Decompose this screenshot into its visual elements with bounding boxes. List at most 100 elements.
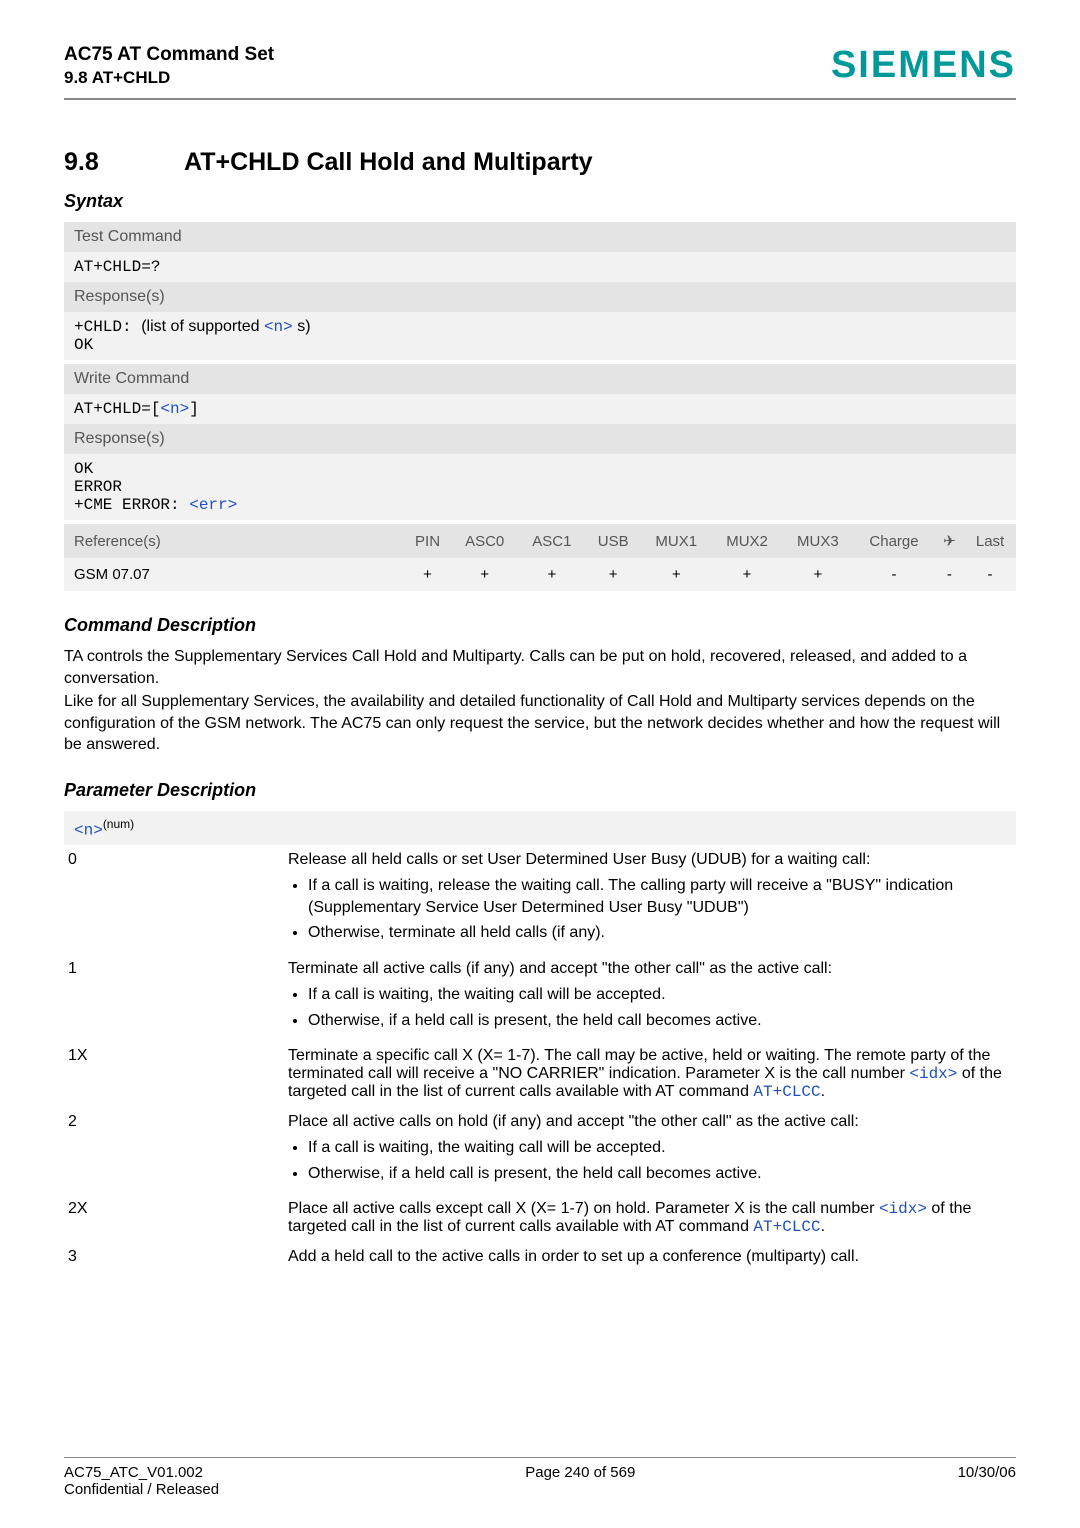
- test-command-header: Test Command: [64, 222, 1016, 252]
- write-resp-ok: OK: [74, 460, 93, 478]
- test-command-label: Test Command: [64, 222, 1016, 252]
- footer-version: AC75_ATC_V01.002: [64, 1464, 203, 1481]
- param-1X-cmd: AT+CLCC: [753, 1083, 820, 1101]
- param-val-2X: Place all active calls except call X (X=…: [284, 1194, 1016, 1242]
- ref-h-pin: PIN: [404, 524, 451, 558]
- param-0-lead: Release all held calls or set User Deter…: [288, 851, 1012, 869]
- param-key-1: 1: [64, 954, 284, 1041]
- ref-b-2: +: [451, 558, 518, 591]
- ref-h-mux1: MUX1: [641, 524, 712, 558]
- param-val-3: Add a held call to the active calls in o…: [284, 1242, 1016, 1272]
- param-key-1X: 1X: [64, 1041, 284, 1107]
- ref-h-0: Reference(s): [64, 524, 404, 558]
- reference-header-row: Reference(s) PIN ASC0 ASC1 USB MUX1 MUX2…: [64, 524, 1016, 558]
- param-1-b2: Otherwise, if a held call is present, th…: [308, 1010, 1012, 1032]
- section-title: AT+CHLD Call Hold and Multiparty: [184, 148, 593, 177]
- param-key-2: 2: [64, 1107, 284, 1194]
- param-row-0: 0 Release all held calls or set User Det…: [64, 845, 1016, 954]
- syntax-block: Test Command AT+CHLD=? Response(s) +CHLD…: [64, 222, 1016, 524]
- param-2-lead: Place all active calls on hold (if any) …: [288, 1113, 1012, 1131]
- write-cmd-suffix: ]: [189, 400, 199, 418]
- syntax-heading: Syntax: [64, 191, 1016, 212]
- param-row-3: 3 Add a held call to the active calls in…: [64, 1242, 1016, 1272]
- write-resp-err2-prefix: +CME ERROR:: [74, 496, 189, 514]
- write-command-label: Write Command: [64, 364, 1016, 394]
- ref-b-9: -: [935, 558, 964, 591]
- ref-h-usb: USB: [586, 524, 641, 558]
- section-number: 9.8: [64, 148, 184, 177]
- param-1X-idx: <idx>: [909, 1065, 957, 1083]
- product-title: AC75 AT Command Set: [64, 44, 274, 66]
- param-row-2X: 2X Place all active calls except call X …: [64, 1194, 1016, 1242]
- param-row-1X: 1X Terminate a specific call X (X= 1-7).…: [64, 1041, 1016, 1107]
- ref-h-last: Last: [964, 524, 1016, 558]
- write-response-label: Response(s): [64, 424, 1016, 454]
- param-key-3: 3: [64, 1242, 284, 1272]
- parameter-description-heading: Parameter Description: [64, 780, 1016, 801]
- document-page: AC75 AT Command Set 9.8 AT+CHLD SIEMENS …: [0, 0, 1080, 1528]
- test-response-header: Response(s): [64, 282, 1016, 312]
- param-val-0: Release all held calls or set User Deter…: [284, 845, 1016, 954]
- param-0-b1: If a call is waiting, release the waitin…: [308, 875, 1012, 918]
- ref-b-0: GSM 07.07: [64, 558, 404, 591]
- param-2-b2: Otherwise, if a held call is present, th…: [308, 1163, 1012, 1185]
- param-2X-t3: .: [821, 1218, 825, 1235]
- ref-h-asc1: ASC1: [518, 524, 585, 558]
- write-cmd-prefix: AT+CHLD=[: [74, 400, 160, 418]
- footer-page: Page 240 of 569: [525, 1464, 635, 1481]
- param-0-b2: Otherwise, terminate all held calls (if …: [308, 922, 1012, 944]
- test-response-cell: +CHLD: (list of supported <n> s) OK: [64, 312, 1016, 360]
- write-command-header: Write Command: [64, 364, 1016, 394]
- write-cmd-n: <n>: [160, 400, 189, 418]
- param-n-cell: <n>(num): [64, 811, 1016, 845]
- page-header: AC75 AT Command Set 9.8 AT+CHLD SIEMENS: [64, 44, 1016, 88]
- ref-h-asc0: ASC0: [451, 524, 518, 558]
- siemens-logo: SIEMENS: [831, 44, 1016, 87]
- header-divider: [64, 98, 1016, 100]
- param-1X-t1: Terminate a specific call X (X= 1-7). Th…: [288, 1047, 990, 1082]
- param-val-1: Terminate all active calls (if any) and …: [284, 954, 1016, 1041]
- ref-h-charge: Charge: [853, 524, 935, 558]
- section-heading: 9.8 AT+CHLD Call Hold and Multiparty: [64, 148, 1016, 177]
- footer-date: 10/30/06: [958, 1464, 1016, 1481]
- ref-b-1: +: [404, 558, 451, 591]
- param-row-2: 2 Place all active calls on hold (if any…: [64, 1107, 1016, 1194]
- ref-b-10: -: [964, 558, 1016, 591]
- param-n-token: <n>: [74, 821, 103, 839]
- ref-h-mux3: MUX3: [782, 524, 853, 558]
- command-description-p2: Like for all Supplementary Services, the…: [64, 691, 1016, 756]
- param-1-lead: Terminate all active calls (if any) and …: [288, 960, 1012, 978]
- write-response-row: OK ERROR +CME ERROR: <err>: [64, 454, 1016, 520]
- param-2-b1: If a call is waiting, the waiting call w…: [308, 1137, 1012, 1159]
- test-resp-mid: (list of supported: [141, 318, 264, 335]
- write-command-row: AT+CHLD=[<n>]: [64, 394, 1016, 424]
- test-command-row: AT+CHLD=?: [64, 252, 1016, 282]
- param-row-1: 1 Terminate all active calls (if any) an…: [64, 954, 1016, 1041]
- write-response-header: Response(s): [64, 424, 1016, 454]
- footer-confidential: Confidential / Released: [64, 1481, 219, 1498]
- ref-h-plane: ✈: [935, 524, 964, 558]
- param-val-2: Place all active calls on hold (if any) …: [284, 1107, 1016, 1194]
- ref-b-5: +: [641, 558, 712, 591]
- footer-row-2: Confidential / Released: [64, 1481, 1016, 1498]
- param-key-2X: 2X: [64, 1194, 284, 1242]
- test-resp-n: <n>: [264, 318, 293, 336]
- write-response-cell: OK ERROR +CME ERROR: <err>: [64, 454, 1016, 520]
- param-n-row: <n>(num): [64, 811, 1016, 845]
- ref-h-mux2: MUX2: [712, 524, 783, 558]
- ref-b-4: +: [586, 558, 641, 591]
- write-command-cell: AT+CHLD=[<n>]: [64, 394, 1016, 424]
- test-resp-prefix: +CHLD:: [74, 318, 141, 336]
- param-1X-t3: .: [821, 1083, 825, 1100]
- reference-body-row: GSM 07.07 + + + + + + + - - -: [64, 558, 1016, 591]
- header-left: AC75 AT Command Set 9.8 AT+CHLD: [64, 44, 274, 88]
- section-ref: 9.8 AT+CHLD: [64, 68, 274, 88]
- param-1-b1: If a call is waiting, the waiting call w…: [308, 984, 1012, 1006]
- ref-b-7: +: [782, 558, 853, 591]
- footer-divider: [64, 1457, 1016, 1458]
- write-resp-err2-var: <err>: [189, 496, 237, 514]
- param-2X-cmd: AT+CLCC: [753, 1218, 820, 1236]
- test-command-text: AT+CHLD=?: [64, 252, 1016, 282]
- param-n-sup: (num): [103, 817, 134, 831]
- write-resp-err1: ERROR: [74, 478, 122, 496]
